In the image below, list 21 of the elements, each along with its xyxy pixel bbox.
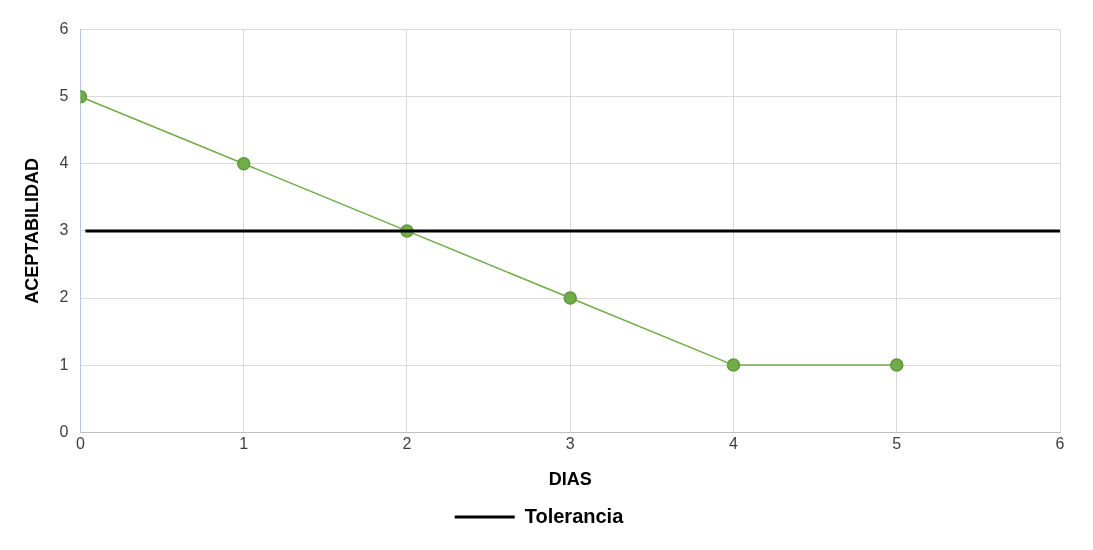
point: [726, 358, 741, 372]
x-tick-label: 1: [239, 435, 249, 453]
point: [237, 157, 251, 171]
y-tick-label: 2: [59, 288, 69, 306]
y-tick-label: 4: [59, 154, 69, 172]
point: [890, 358, 904, 372]
x-tick-label: 3: [565, 435, 575, 453]
x-tick-label: 2: [402, 435, 412, 453]
x-tick-label: 6: [1055, 435, 1065, 453]
y-tick-label: 5: [59, 87, 69, 105]
x-tick-label: 4: [729, 435, 739, 453]
x-tick-label: 0: [76, 435, 86, 453]
y-tick-label: 1: [59, 355, 69, 373]
y-tick-label: 0: [59, 422, 69, 440]
y-tick-label: 6: [59, 20, 69, 38]
y-tick-label: 3: [59, 221, 69, 239]
legend-label: Tolerancia: [524, 504, 625, 527]
y-axis-title: ACEPTABILIDAD: [21, 158, 42, 304]
point: [563, 291, 577, 305]
x-axis-title: DIAS: [548, 469, 592, 490]
x-tick-label: 5: [892, 435, 902, 453]
